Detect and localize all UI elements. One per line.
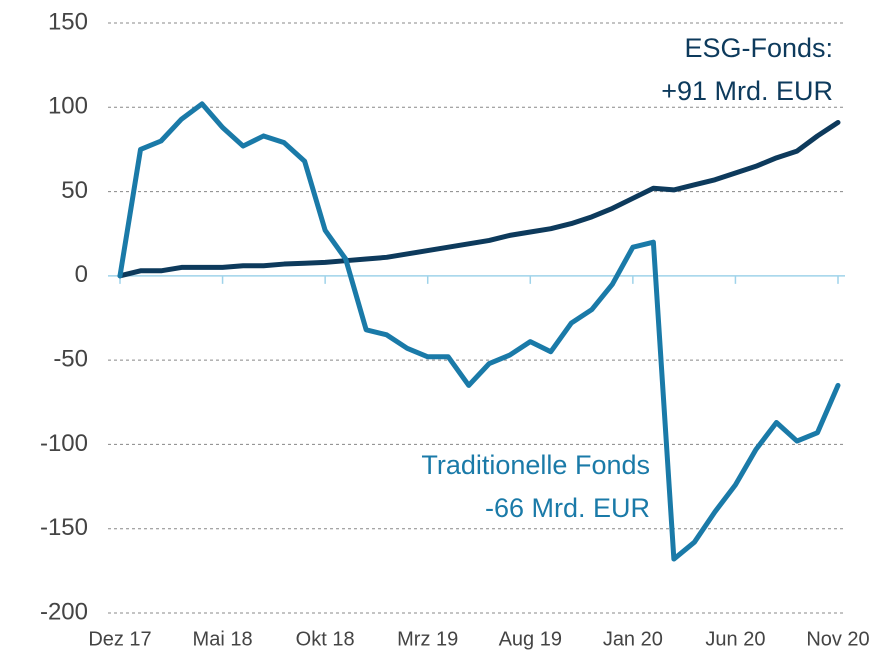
x-tick-label: Nov 20 — [806, 628, 869, 650]
x-tick-label: Dez 17 — [88, 628, 151, 650]
y-tick-label: 150 — [48, 8, 88, 35]
line-series — [117, 101, 841, 562]
annotation: Traditionelle Fonds — [421, 450, 650, 480]
x-tick-label: Mrz 19 — [397, 628, 458, 650]
annotation: -66 Mrd. EUR — [485, 493, 650, 523]
x-tick-label: Mai 18 — [193, 628, 253, 650]
y-tick-label: 50 — [61, 177, 88, 204]
x-tick-label: Jun 20 — [705, 628, 765, 650]
line-series — [117, 119, 841, 279]
y-tick-label: 100 — [48, 93, 88, 120]
x-tick-label: Jan 20 — [603, 628, 663, 650]
y-tick-label: -150 — [40, 514, 88, 541]
y-tick-label: -200 — [40, 598, 88, 625]
x-tick-label: Okt 18 — [296, 628, 355, 650]
annotation: ESG-Fonds: — [684, 33, 833, 63]
x-tick-label: Aug 19 — [499, 628, 562, 650]
annotation: +91 Mrd. EUR — [661, 76, 833, 106]
y-tick-label: -50 — [53, 345, 88, 372]
y-tick-label: 0 — [75, 261, 88, 288]
y-tick-label: -100 — [40, 430, 88, 457]
